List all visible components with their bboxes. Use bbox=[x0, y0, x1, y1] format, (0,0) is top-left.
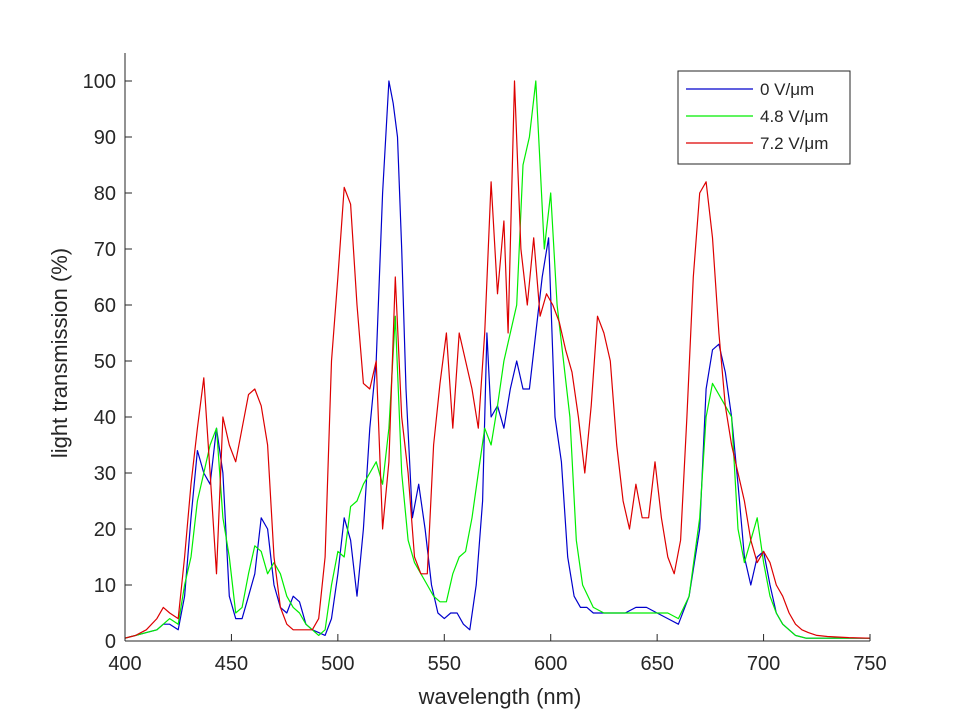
y-tick-label: 80 bbox=[94, 183, 116, 205]
y-tick-label: 70 bbox=[94, 239, 116, 261]
legend-label-2: 4.8 V/μm bbox=[760, 107, 828, 126]
y-tick-label: 10 bbox=[94, 575, 116, 597]
series-line-1 bbox=[124, 80, 870, 639]
legend-label-3: 7.2 V/μm bbox=[760, 134, 828, 153]
legend-label-1: 0 V/μm bbox=[760, 80, 814, 99]
y-tick-label: 30 bbox=[94, 463, 116, 485]
x-tick-label: 700 bbox=[747, 653, 780, 675]
series-line-3 bbox=[124, 80, 871, 639]
y-tick-label: 100 bbox=[83, 71, 116, 93]
x-tick-label: 400 bbox=[108, 653, 141, 675]
x-tick-label: 550 bbox=[428, 653, 461, 675]
x-tick-label: 500 bbox=[321, 653, 354, 675]
x-tick-label: 650 bbox=[640, 653, 673, 675]
legend: 0 V/μm 4.8 V/μm 7.2 V/μm bbox=[677, 70, 851, 165]
x-axis-ticks: 400 450 500 550 600 650 700 750 bbox=[108, 634, 887, 675]
y-tick-label: 40 bbox=[94, 407, 116, 429]
y-tick-label: 20 bbox=[94, 519, 116, 541]
y-tick-label: 0 bbox=[105, 631, 116, 653]
axes bbox=[124, 53, 870, 642]
plot-lines bbox=[124, 80, 871, 639]
x-axis-label: wavelength (nm) bbox=[418, 684, 582, 709]
series-line-2 bbox=[124, 80, 870, 639]
y-axis-label: light transmission (%) bbox=[47, 248, 72, 458]
y-axis-ticks: 0 10 20 30 40 50 60 70 80 90 100 bbox=[83, 71, 132, 653]
y-tick-label: 60 bbox=[94, 295, 116, 317]
x-tick-label: 600 bbox=[534, 653, 567, 675]
legend-box bbox=[677, 70, 851, 165]
x-tick-label: 450 bbox=[215, 653, 248, 675]
y-tick-label: 50 bbox=[94, 351, 116, 373]
x-tick-label: 750 bbox=[853, 653, 886, 675]
y-tick-label: 90 bbox=[94, 127, 116, 149]
